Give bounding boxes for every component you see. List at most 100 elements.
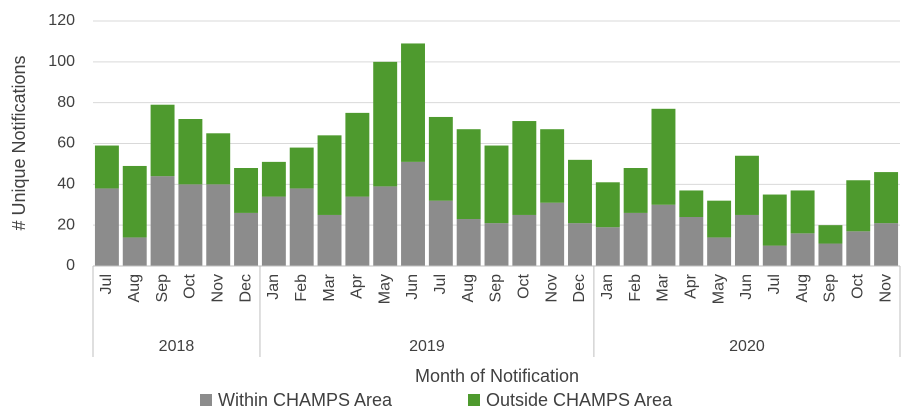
x-tick-label: Apr xyxy=(683,273,700,299)
bar-segment xyxy=(762,245,787,266)
x-tick-label: Jun xyxy=(404,274,421,300)
bar-segment xyxy=(94,145,119,189)
x-tick-label: Jan xyxy=(265,274,282,300)
bar-segment xyxy=(790,233,815,266)
x-tick-label: Jul xyxy=(766,274,783,294)
x-tick-label: Feb xyxy=(627,274,644,302)
bar-segment xyxy=(401,161,425,266)
x-tick-label: May xyxy=(710,274,727,304)
bar-segment xyxy=(874,223,899,266)
bar-segment xyxy=(428,200,453,266)
bar-segment xyxy=(790,190,815,234)
bar-segment xyxy=(206,133,231,185)
bar-segment xyxy=(568,159,592,224)
bar-segment xyxy=(150,104,175,177)
group-label: 2019 xyxy=(409,338,445,355)
bar-segment xyxy=(401,43,425,162)
bar-segment xyxy=(289,147,314,189)
x-tick-label: Jun xyxy=(738,274,755,300)
bar-segment xyxy=(540,129,565,203)
bar-segment xyxy=(818,243,843,266)
x-tick-label: Jul xyxy=(98,274,115,294)
x-tick-label: Aug xyxy=(460,274,477,302)
bar-segment xyxy=(679,217,704,266)
y-tick-label: 80 xyxy=(57,94,75,111)
legend-swatch xyxy=(468,394,480,406)
x-tick-label: Aug xyxy=(794,274,811,302)
bar-segment xyxy=(317,135,342,215)
x-tick-label: Oct xyxy=(849,273,866,298)
bar-segment xyxy=(512,214,537,266)
x-tick-label: Oct xyxy=(516,273,533,298)
x-tick-label: Nov xyxy=(209,274,226,302)
bar-segment xyxy=(178,184,203,266)
bar-segment xyxy=(373,186,398,266)
legend-label: Outside CHAMPS Area xyxy=(486,390,673,410)
bar-segment xyxy=(595,227,620,266)
y-tick-label: 20 xyxy=(57,216,75,233)
bar-segment xyxy=(456,129,481,220)
bar-segment xyxy=(261,161,286,197)
y-tick-label: 60 xyxy=(57,135,75,152)
x-tick-label: Nov xyxy=(543,274,560,302)
group-label: 2020 xyxy=(729,338,765,355)
bar-segment xyxy=(512,121,537,215)
bar-segment xyxy=(289,188,314,266)
x-tick-label: Oct xyxy=(182,273,199,298)
bar-segment xyxy=(540,202,565,266)
bar-segment xyxy=(846,180,871,232)
bar-segment xyxy=(345,112,370,197)
bar-segment xyxy=(707,237,732,266)
x-tick-label: Mar xyxy=(321,273,338,301)
x-tick-label: Feb xyxy=(293,274,310,302)
x-tick-label: Nov xyxy=(877,274,894,302)
x-tick-label: Sep xyxy=(488,274,505,303)
bar-segment xyxy=(178,119,203,185)
bar-segment xyxy=(317,214,342,266)
bar-segment xyxy=(484,223,509,266)
y-tick-label: 0 xyxy=(66,257,75,274)
bar-segment xyxy=(234,168,259,213)
bar-segment xyxy=(122,237,147,266)
bar-segment xyxy=(484,145,509,224)
x-tick-label: Sep xyxy=(154,274,171,303)
bar-segment xyxy=(122,165,147,238)
x-tick-label: Jan xyxy=(599,274,616,300)
y-tick-label: 40 xyxy=(57,176,75,193)
bar-segment xyxy=(623,168,648,213)
y-tick-label: 100 xyxy=(48,53,75,70)
x-tick-label: Dec xyxy=(237,274,254,302)
bar-segment xyxy=(261,196,286,266)
bar-segment xyxy=(818,225,843,244)
bar-segment xyxy=(345,196,370,266)
bar-segment xyxy=(734,214,759,266)
x-tick-label: Jul xyxy=(432,274,449,294)
y-tick-label: 120 xyxy=(48,12,75,29)
bar-segment xyxy=(595,182,620,228)
bar-segment xyxy=(762,194,787,246)
legend-label: Within CHAMPS Area xyxy=(218,390,393,410)
bar-segment xyxy=(651,204,676,266)
bar-segment xyxy=(568,223,592,266)
bar-segment xyxy=(456,219,481,266)
bar-segment xyxy=(846,231,871,266)
y-axis-title: # Unique Notifications xyxy=(9,55,29,230)
bar-segment xyxy=(679,190,704,217)
group-label: 2018 xyxy=(159,338,195,355)
bar-segment xyxy=(234,212,259,266)
x-tick-label: Mar xyxy=(655,273,672,301)
bar-segment xyxy=(707,200,732,238)
x-tick-label: Sep xyxy=(822,274,839,303)
bar-segment xyxy=(623,212,648,266)
bar-segment xyxy=(874,172,899,224)
x-tick-label: Dec xyxy=(571,274,588,302)
x-tick-label: Aug xyxy=(126,274,143,302)
bar-segment xyxy=(734,155,759,215)
legend-swatch xyxy=(200,394,212,406)
x-axis-title: Month of Notification xyxy=(415,366,579,386)
bar-segment xyxy=(651,108,676,205)
bar-segment xyxy=(94,188,119,266)
x-tick-label: Apr xyxy=(349,273,366,299)
bar-segment xyxy=(206,184,231,266)
